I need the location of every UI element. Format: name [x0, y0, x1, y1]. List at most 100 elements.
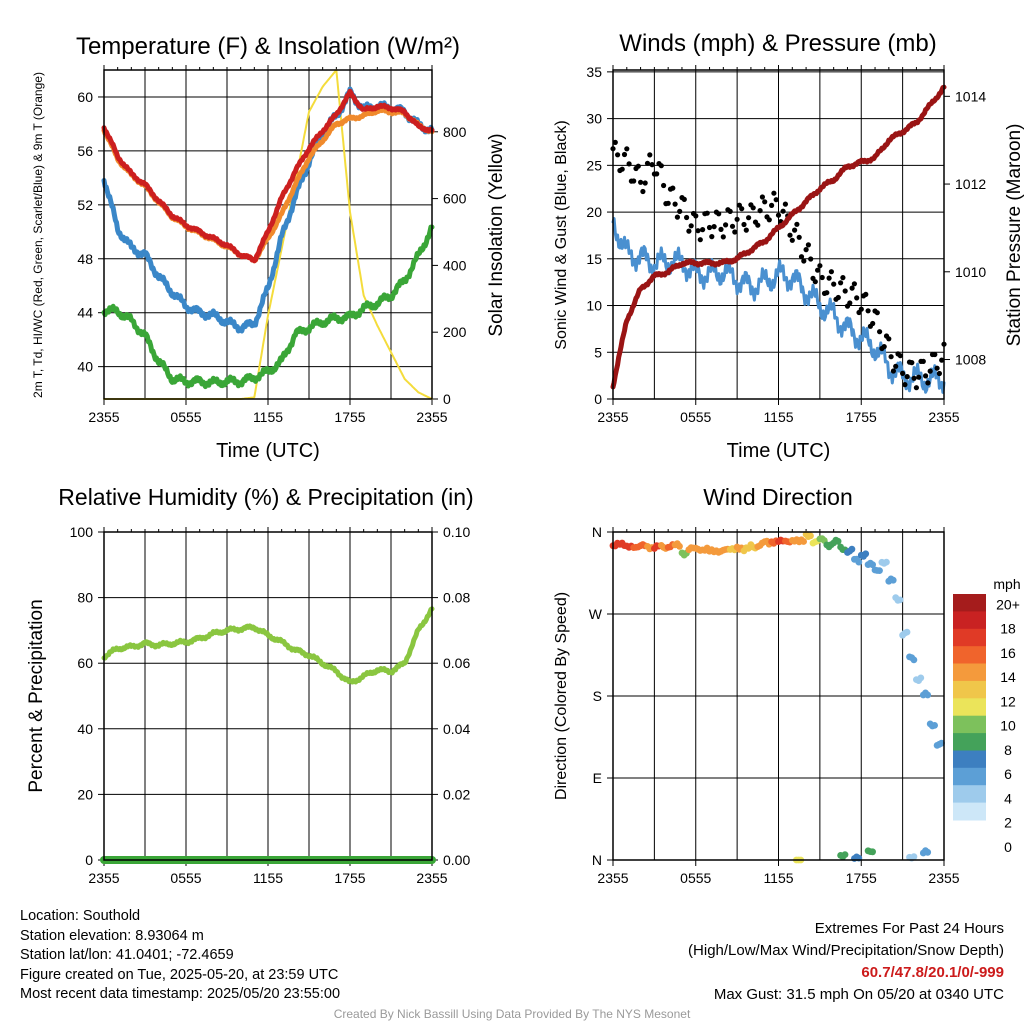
- direction-point: [896, 596, 904, 604]
- gust-point: [916, 374, 922, 380]
- direction-point: [807, 532, 814, 540]
- colorbar-label: 4: [1004, 790, 1012, 806]
- y-tick-label-left: N: [592, 524, 602, 540]
- colorbar-label: 16: [1000, 645, 1016, 661]
- y-tick-label-left: N: [592, 852, 602, 868]
- gust-point: [624, 146, 630, 152]
- gust-point: [720, 234, 726, 240]
- gust-point: [815, 267, 821, 273]
- x-tick-label: 1755: [334, 870, 365, 886]
- gust-point: [709, 234, 715, 240]
- colorbar-swatch: [953, 750, 986, 769]
- y-tick-label-right: 0: [443, 391, 451, 407]
- gust-point: [626, 161, 632, 167]
- gust-point: [695, 228, 701, 234]
- gust-point: [792, 227, 798, 233]
- gust-point: [782, 201, 789, 207]
- y-axis-label-left: Sonic Wind & Gust (Blue, Black): [553, 120, 570, 349]
- elevation-text: Station elevation: 8.93064 m: [20, 927, 204, 944]
- gust-point: [677, 208, 683, 214]
- gust-point: [631, 178, 637, 184]
- station-info: Location: Southold Station elevation: 8.…: [20, 907, 340, 1005]
- gust-point: [670, 185, 676, 191]
- colorbar-swatch: [953, 611, 986, 630]
- gust-point: [828, 269, 835, 275]
- gust-point: [638, 179, 644, 185]
- y-tick-label-left: 100: [70, 524, 94, 540]
- gust-point: [803, 247, 809, 253]
- direction-point: [917, 674, 925, 682]
- gust-point: [780, 208, 786, 214]
- series-line-sonic-wind: [611, 217, 946, 394]
- gust-point: [658, 163, 664, 169]
- direction-point: [883, 558, 890, 566]
- colorbar-swatch: [953, 628, 986, 647]
- gust-point: [759, 194, 766, 200]
- gust-point: [886, 336, 892, 342]
- x-tick-label: 1155: [763, 870, 793, 886]
- colorbar-swatch: [953, 785, 986, 804]
- gust-point: [621, 151, 628, 158]
- direction-point: [924, 848, 932, 856]
- colorbar-label: 0: [1004, 839, 1012, 855]
- gust-point: [817, 263, 823, 269]
- gust-point: [890, 368, 897, 374]
- extremes-values: 60.7/47.8/20.1/0/-999: [861, 964, 1004, 981]
- x-tick-label: 1755: [334, 409, 365, 425]
- x-tick-label: 0555: [680, 870, 711, 886]
- gust-point: [644, 160, 651, 166]
- gust-point: [858, 306, 864, 312]
- gust-point: [642, 180, 648, 186]
- y-tick-label-left: 10: [586, 298, 602, 314]
- gust-point: [913, 385, 920, 391]
- gust-point: [881, 344, 887, 350]
- gust-point: [812, 279, 818, 285]
- gust-point: [840, 275, 846, 281]
- x-tick-label: 2355: [416, 870, 447, 886]
- direction-point: [800, 538, 807, 545]
- y-tick-label-left: 20: [77, 786, 93, 802]
- x-tick-label: 0555: [680, 409, 711, 425]
- series-line-dewpoint: [101, 224, 435, 390]
- gust-point: [704, 210, 710, 216]
- gust-point: [801, 258, 807, 264]
- x-tick-label: 0555: [170, 409, 201, 425]
- y-tick-label-left: 48: [77, 251, 93, 267]
- x-tick-label: 1755: [846, 870, 877, 886]
- gust-point: [794, 221, 800, 227]
- gust-point: [936, 370, 943, 377]
- y-tick-label-left: 15: [586, 251, 602, 267]
- direction-point: [910, 853, 918, 861]
- max-gust-text: Max Gust: 31.5 mph On 05/20 at 0340 UTC: [713, 986, 1004, 1003]
- panel-2: 2355 0555 1155 1755 2355 Winds (mph) & Pressu…: [553, 30, 1024, 462]
- direction-point: [910, 656, 918, 664]
- direction-point: [834, 537, 842, 545]
- direction-point: [903, 628, 911, 636]
- colorbar-title: mph: [993, 576, 1020, 592]
- colorbar-label: 14: [1000, 669, 1016, 685]
- colorbar-label: 6: [1004, 766, 1012, 782]
- gust-point: [755, 222, 761, 228]
- direction-point: [676, 542, 683, 550]
- gust-point: [870, 320, 876, 327]
- y-tick-label-left: 56: [77, 143, 93, 159]
- y-tick-label-right: 400: [443, 257, 467, 273]
- colorbar: mph 20+ 18 16 14 12 10 8 6 4 2 0: [953, 576, 1021, 855]
- gust-point: [640, 188, 646, 195]
- gust-point: [665, 200, 671, 206]
- location-text: Location: Southold: [20, 908, 141, 924]
- y-tick-label-left: 0: [594, 391, 602, 407]
- gust-point: [734, 216, 740, 222]
- gust-point: [615, 152, 621, 158]
- gust-point: [716, 211, 722, 217]
- plot-border: [103, 69, 433, 400]
- gust-point: [711, 224, 717, 230]
- panel-4: 2355 0555 1155 1755 2355 Wind Direction N E S W N D…: [553, 484, 1021, 886]
- x-axis-label: Time (UTC): [216, 440, 320, 462]
- y-tick-label-right: 1012: [955, 176, 986, 192]
- y-tick-label-left: 20: [586, 204, 602, 220]
- y-tick-label-left: 52: [77, 197, 93, 213]
- y-axis-label-right: Solar Insolation (Yellow): [486, 133, 507, 336]
- gust-point: [897, 353, 903, 359]
